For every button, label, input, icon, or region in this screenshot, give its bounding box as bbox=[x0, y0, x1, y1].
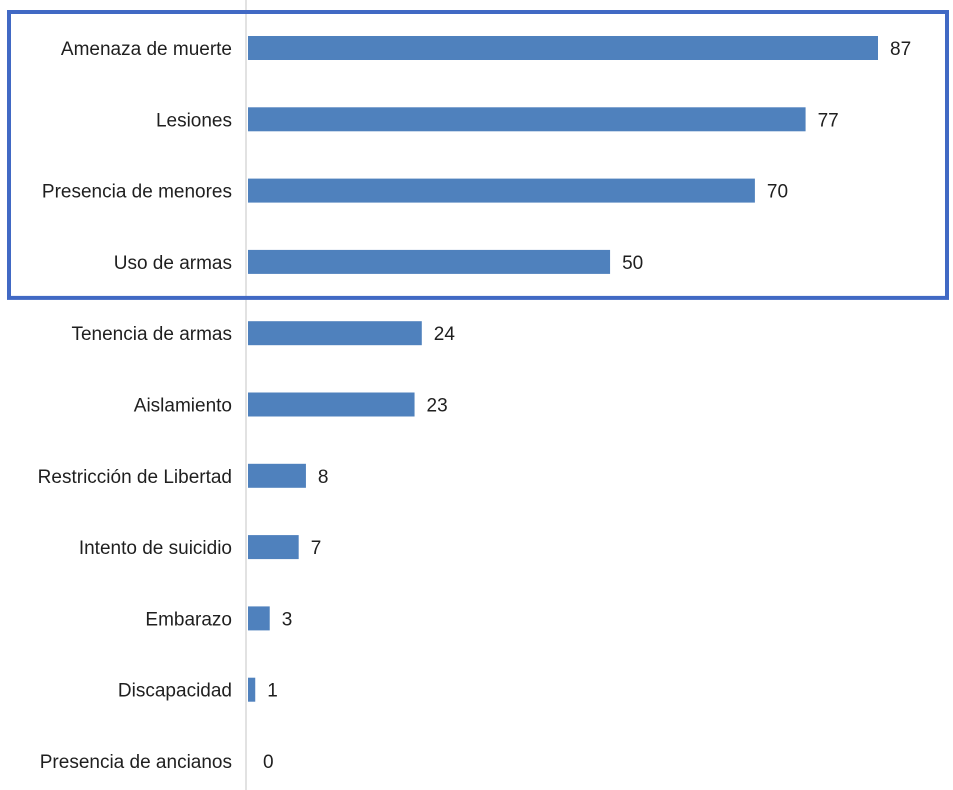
category-label-restriccion-de-libertad: Restricción de Libertad bbox=[38, 467, 232, 488]
value-label-presencia-de-menores: 70 bbox=[767, 182, 788, 203]
category-label-lesiones: Lesiones bbox=[156, 110, 232, 131]
value-label-lesiones: 77 bbox=[818, 110, 839, 131]
value-label-discapacidad: 1 bbox=[267, 681, 278, 702]
bar-lesiones bbox=[248, 107, 806, 132]
value-label-tenencia-de-armas: 24 bbox=[434, 324, 456, 345]
bar-tenencia-de-armas bbox=[248, 321, 422, 346]
category-label-aislamiento: Aislamiento bbox=[134, 396, 232, 417]
value-label-aislamiento: 23 bbox=[427, 396, 448, 417]
category-label-presencia-de-ancianos: Presencia de ancianos bbox=[40, 752, 232, 773]
bar-restriccion-de-libertad bbox=[248, 463, 306, 488]
category-label-presencia-de-menores: Presencia de menores bbox=[42, 182, 232, 203]
bar-embarazo bbox=[248, 606, 270, 631]
bar-intento-de-suicidio bbox=[248, 535, 299, 560]
value-label-embarazo: 3 bbox=[282, 609, 293, 630]
bar-discapacidad bbox=[248, 677, 256, 702]
bar-presencia-de-menores bbox=[248, 178, 755, 203]
bar-aislamiento bbox=[248, 392, 415, 417]
value-label-intento-de-suicidio: 7 bbox=[311, 538, 322, 559]
value-label-uso-de-armas: 50 bbox=[622, 253, 643, 274]
value-label-presencia-de-ancianos: 0 bbox=[263, 752, 274, 773]
highlight-box bbox=[7, 10, 949, 300]
category-label-embarazo: Embarazo bbox=[145, 609, 232, 630]
category-label-tenencia-de-armas: Tenencia de armas bbox=[71, 324, 232, 345]
value-label-amenaza-de-muerte: 87 bbox=[890, 39, 911, 60]
category-label-uso-de-armas: Uso de armas bbox=[114, 253, 232, 274]
bar-uso-de-armas bbox=[248, 249, 611, 274]
category-label-intento-de-suicidio: Intento de suicidio bbox=[79, 538, 232, 559]
bars-layer bbox=[248, 36, 878, 702]
value-label-restriccion-de-libertad: 8 bbox=[318, 467, 329, 488]
category-label-amenaza-de-muerte: Amenaza de muerte bbox=[61, 39, 232, 60]
category-label-discapacidad: Discapacidad bbox=[118, 681, 232, 702]
bar-amenaza-de-muerte bbox=[248, 36, 878, 60]
